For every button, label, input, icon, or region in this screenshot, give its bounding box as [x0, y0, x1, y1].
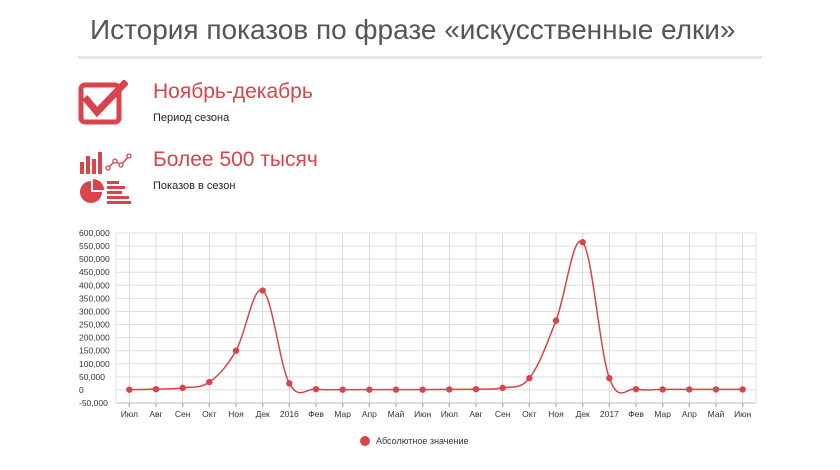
x-tick-label: 2016	[280, 409, 299, 419]
data-point	[152, 385, 160, 393]
data-point	[552, 317, 560, 324]
title-divider	[78, 56, 762, 59]
season-impressions-headline: Более 500 тысяч	[153, 148, 318, 171]
analytics-charts-icon	[80, 152, 132, 204]
chart-grid	[115, 232, 757, 404]
x-tick-label: Авг	[149, 409, 162, 419]
data-point	[206, 378, 213, 386]
data-point	[526, 374, 533, 382]
data-point	[472, 385, 480, 393]
y-tick-label: 300,000	[79, 306, 110, 316]
legend-marker	[360, 436, 370, 446]
x-tick-label: Окт	[522, 409, 536, 419]
y-tick-label: 200,000	[79, 333, 110, 343]
x-tick-label: Июл	[441, 409, 458, 419]
data-point	[499, 384, 506, 392]
checkbox-check-icon	[78, 80, 128, 125]
y-tick-label: 250,000	[79, 320, 110, 330]
y-tick-label: 600,000	[79, 228, 110, 238]
data-point	[286, 380, 293, 387]
data-point	[312, 385, 320, 393]
y-tick-label: 350,000	[79, 293, 110, 303]
data-point	[419, 386, 426, 393]
data-point	[366, 386, 373, 393]
x-tick-label: Апр	[682, 409, 697, 419]
y-tick-label: 550,000	[79, 241, 110, 251]
x-tick-label: Июл	[121, 409, 138, 419]
page-title: История показов по фразе «искусственные …	[90, 14, 736, 45]
x-tick-label: Июн	[734, 409, 751, 419]
x-tick-label: Май	[388, 409, 405, 419]
x-tick-label: 2017	[600, 409, 619, 419]
y-tick-label: 0	[79, 385, 84, 395]
x-tick-label: Окт	[202, 409, 216, 419]
x-tick-label: Апр	[362, 409, 377, 419]
data-point	[126, 386, 133, 393]
x-tick-label: Авг	[469, 409, 482, 419]
data-point	[712, 386, 720, 393]
chart-legend: Абсолютное значение	[360, 436, 468, 446]
y-tick-label: 150,000	[79, 346, 110, 356]
data-point	[446, 386, 453, 393]
x-tick-label: Мар	[334, 409, 351, 419]
x-tick-label: Май	[708, 409, 725, 419]
y-tick-label: 400,000	[79, 280, 110, 290]
data-point	[739, 386, 746, 393]
impressions-line-chart: 600,000 550,000 500,000 450,000 400,000 350,0…	[79, 228, 757, 419]
y-tick-label: -50,000	[79, 398, 108, 408]
x-tick-label: Сен	[175, 409, 191, 419]
y-tick-label: 100,000	[79, 359, 110, 369]
y-tick-label: 450,000	[79, 267, 110, 277]
data-point	[686, 386, 693, 393]
x-tick-label: Ноя	[548, 409, 564, 419]
x-tick-label: Дек	[256, 409, 270, 419]
data-point	[632, 385, 640, 393]
data-point	[232, 347, 240, 354]
data-point	[606, 374, 613, 382]
y-tick-label: 50,000	[79, 372, 105, 382]
data-point	[392, 386, 400, 393]
x-tick-label: Дек	[576, 409, 590, 419]
x-tick-label: Сен	[495, 409, 511, 419]
data-point	[659, 386, 666, 393]
x-tick-label: Мар	[654, 409, 671, 419]
legend-label: Абсолютное значение	[376, 436, 469, 446]
series-line	[129, 240, 743, 394]
x-tick-label: Фев	[308, 409, 324, 419]
data-point	[259, 287, 266, 294]
x-tick-label: Ноя	[228, 409, 244, 419]
chart-series	[126, 238, 746, 394]
season-period-headline: Ноябрь-декабрь	[153, 80, 313, 103]
data-point	[579, 238, 586, 246]
data-point	[179, 384, 186, 392]
y-tick-label: 500,000	[79, 254, 110, 264]
season-impressions-caption: Показов в сезон	[153, 180, 236, 192]
x-tick-label: Июн	[414, 409, 431, 419]
chart-axes: 600,000 550,000 500,000 450,000 400,000 350,0…	[79, 228, 756, 419]
season-period-caption: Период сезона	[153, 112, 230, 124]
x-tick-label: Фев	[628, 409, 644, 419]
data-point	[339, 386, 346, 393]
